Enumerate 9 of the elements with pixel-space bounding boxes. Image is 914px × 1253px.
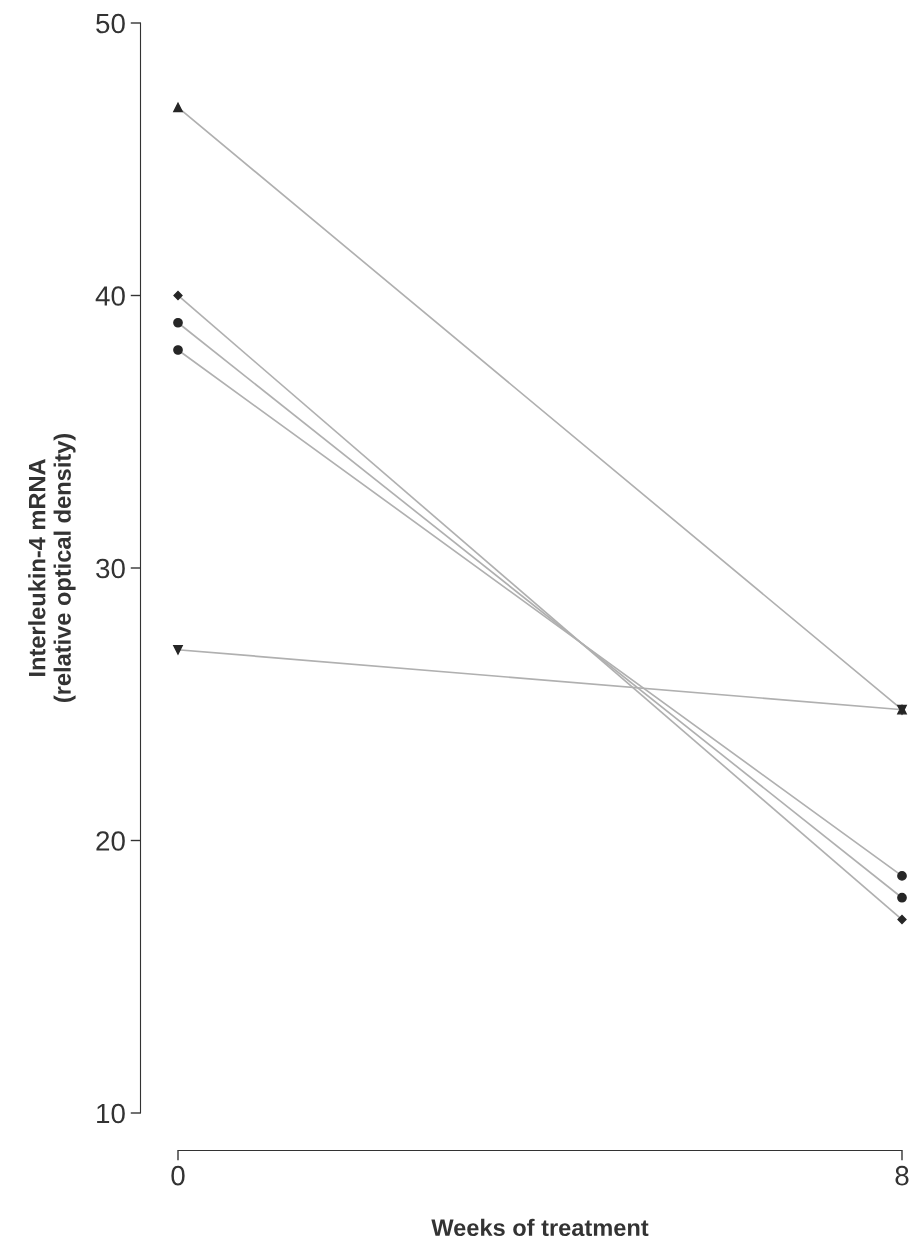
y-axis-title: Interleukin-4 mRNA (relative optical density) <box>28 434 76 702</box>
x-tick-label: 8 <box>895 1165 909 1186</box>
y-tick-label: 20 <box>96 831 125 851</box>
x-tick-label: 0 <box>171 1165 185 1186</box>
y-tick-label: 50 <box>96 13 125 34</box>
y-tick-label: 40 <box>95 286 125 306</box>
y-tick-label: 30 <box>96 558 125 579</box>
y-tick-label: 10 <box>97 1103 125 1124</box>
x-axis-title: Weeks of treatment <box>431 1218 649 1237</box>
